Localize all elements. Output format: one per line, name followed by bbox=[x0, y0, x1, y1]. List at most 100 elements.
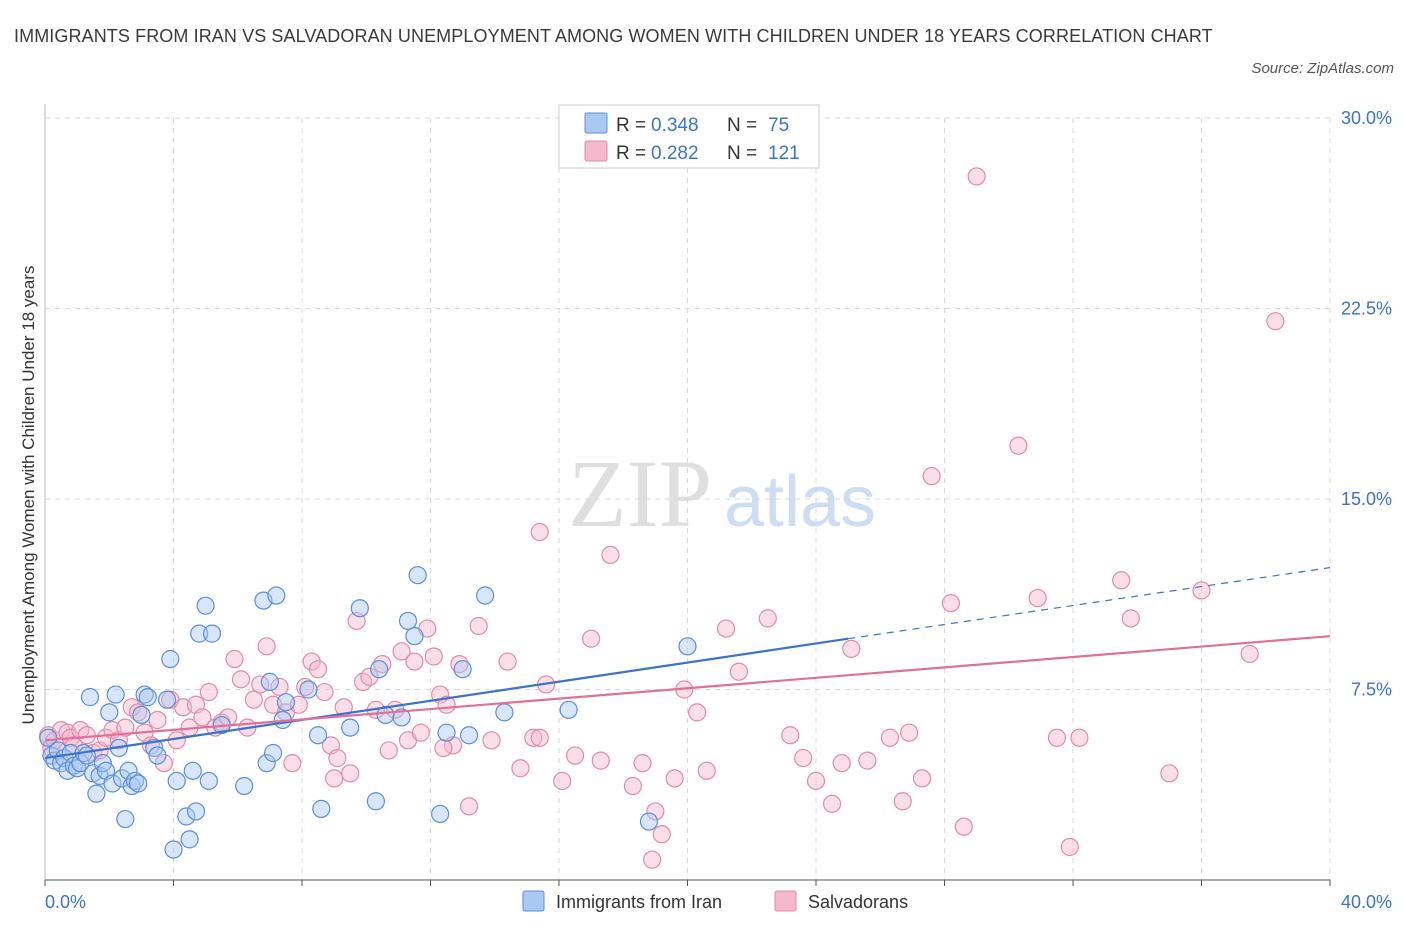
data-point-salvadorans bbox=[373, 654, 392, 674]
legend-r-label: R = bbox=[616, 143, 646, 164]
data-point-iran bbox=[71, 754, 90, 773]
data-point-salvadorans bbox=[954, 817, 973, 836]
bottom-legend-iran: Immigrants from Iran bbox=[556, 892, 722, 912]
x-tick-labels: 0.0% 40.0% bbox=[45, 892, 1392, 912]
data-point-iran bbox=[186, 802, 206, 821]
data-point-iran bbox=[103, 774, 122, 793]
legend-r-value: 0.348 bbox=[651, 115, 699, 136]
data-point-iran bbox=[80, 688, 100, 707]
data-point-iran bbox=[260, 672, 279, 691]
data-point-iran bbox=[559, 700, 578, 719]
data-point-iran bbox=[119, 761, 138, 780]
data-point-salvadorans bbox=[469, 616, 488, 636]
data-point-salvadorans bbox=[832, 754, 851, 773]
data-point-iran bbox=[350, 599, 369, 618]
data-point-salvadorans bbox=[941, 594, 961, 613]
data-point-iran bbox=[183, 761, 202, 780]
y-tick-labels: 7.5% 15.0% 22.5% 30.0% bbox=[1341, 108, 1392, 700]
data-point-iran bbox=[202, 624, 222, 643]
data-point-salvadorans bbox=[482, 731, 501, 750]
data-point-salvadorans bbox=[450, 654, 469, 674]
y-axis-label: Unemployment Among Women with Children U… bbox=[19, 266, 38, 725]
data-point-salvadorans bbox=[553, 771, 572, 791]
bottom-legend-swatch-iran bbox=[522, 890, 545, 912]
data-point-salvadorans bbox=[716, 619, 736, 638]
data-point-salvadorans bbox=[530, 522, 549, 542]
watermark-zip: ZIP bbox=[568, 440, 712, 547]
bottom-legend-salvadorans: Salvadorans bbox=[808, 892, 908, 912]
data-point-salvadorans bbox=[379, 741, 398, 760]
trend-lines bbox=[44, 566, 1331, 760]
trend-line-salvadorans bbox=[44, 635, 1331, 742]
data-point-salvadorans bbox=[1112, 571, 1131, 590]
data-point-salvadorans bbox=[1070, 728, 1089, 747]
data-point-salvadorans bbox=[601, 545, 620, 564]
data-point-iran bbox=[157, 690, 177, 709]
data-point-salvadorans bbox=[880, 728, 899, 747]
legend-r-label: R = bbox=[616, 115, 646, 136]
data-point-iran bbox=[180, 830, 199, 849]
y-tick-label: 22.5% bbox=[1341, 299, 1392, 319]
data-point-salvadorans bbox=[199, 682, 218, 702]
data-point-salvadorans bbox=[405, 652, 424, 671]
legend: R = 0.348 N = 75 R = 0.282 N = 121 bbox=[558, 104, 820, 169]
data-point-salvadorans bbox=[646, 802, 665, 821]
data-point-salvadorans bbox=[1028, 588, 1047, 608]
data-point-iran bbox=[129, 774, 148, 793]
data-point-salvadorans bbox=[822, 794, 842, 813]
data-point-salvadorans bbox=[392, 642, 411, 661]
data-point-salvadorans bbox=[530, 728, 549, 747]
data-point-iran bbox=[116, 809, 135, 829]
data-point-iran bbox=[312, 799, 331, 818]
data-point-salvadorans bbox=[1047, 728, 1067, 747]
data-point-salvadorans bbox=[302, 652, 321, 671]
data-point-iran bbox=[431, 804, 450, 824]
data-point-iran bbox=[100, 703, 119, 722]
legend-swatch-iran bbox=[584, 112, 608, 134]
data-point-iran bbox=[164, 840, 183, 859]
data-point-salvadorans bbox=[231, 670, 251, 689]
data-point-salvadorans bbox=[967, 167, 986, 186]
data-point-iran bbox=[132, 705, 151, 725]
data-point-salvadorans bbox=[116, 718, 135, 737]
data-point-salvadorans bbox=[1266, 312, 1285, 331]
data-point-salvadorans bbox=[922, 467, 941, 486]
data-point-salvadorans bbox=[912, 769, 932, 788]
data-point-iran bbox=[341, 718, 360, 737]
trend-line-iran bbox=[44, 637, 849, 760]
data-point-iran bbox=[453, 660, 472, 679]
y-tick-label: 15.0% bbox=[1341, 489, 1392, 509]
chart-title: IMMIGRANTS FROM IRAN VS SALVADORAN UNEMP… bbox=[14, 26, 1213, 46]
grid bbox=[45, 117, 1331, 880]
data-point-iran bbox=[68, 759, 87, 778]
data-point-iran bbox=[135, 685, 154, 704]
data-point-salvadorans bbox=[842, 639, 861, 658]
data-point-salvadorans bbox=[434, 738, 453, 758]
data-point-salvadorans bbox=[794, 748, 813, 768]
data-point-iran bbox=[77, 746, 96, 765]
data-point-salvadorans bbox=[129, 703, 148, 722]
data-point-salvadorans bbox=[257, 637, 276, 656]
data-point-salvadorans bbox=[270, 677, 289, 697]
data-point-salvadorans bbox=[1192, 581, 1211, 600]
data-point-iran bbox=[405, 627, 424, 646]
data-point-iran bbox=[370, 660, 389, 679]
x-tick-label: 40.0% bbox=[1341, 892, 1392, 912]
data-point-salvadorans bbox=[341, 764, 360, 783]
data-point-salvadorans bbox=[315, 682, 334, 702]
data-point-salvadorans bbox=[193, 708, 212, 727]
data-point-iran bbox=[196, 596, 215, 615]
data-point-iran bbox=[639, 812, 659, 831]
data-point-iran bbox=[106, 685, 125, 704]
data-point-salvadorans bbox=[511, 759, 530, 778]
data-point-iran bbox=[495, 703, 514, 722]
data-point-salvadorans bbox=[643, 850, 662, 869]
data-point-iran bbox=[235, 776, 254, 796]
legend-n-value: 121 bbox=[768, 143, 800, 164]
data-point-iran bbox=[476, 586, 495, 605]
data-point-salvadorans bbox=[858, 751, 877, 770]
data-point-salvadorans bbox=[697, 761, 716, 780]
data-point-salvadorans bbox=[633, 754, 652, 773]
legend-r-value: 0.282 bbox=[651, 143, 699, 164]
